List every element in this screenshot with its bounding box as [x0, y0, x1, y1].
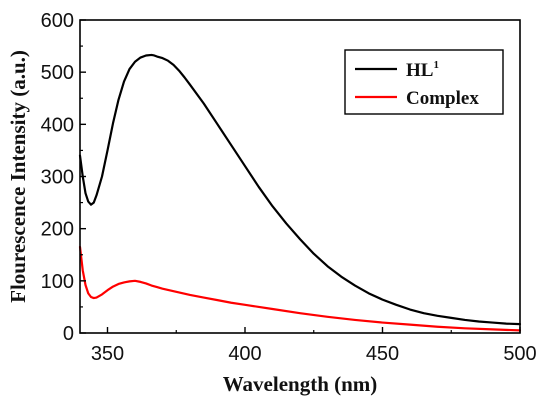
ticks-layer: 350 400 450 500 0 100 200 300 400 500 600 — [41, 10, 537, 365]
y-tick-label: 400 — [41, 114, 74, 136]
x-axis-title: Wavelength (nm) — [223, 372, 378, 396]
y-tick-label: 600 — [41, 10, 74, 32]
x-tick-label: 350 — [91, 343, 124, 365]
x-tick-label: 500 — [503, 343, 536, 365]
y-tick-label: 200 — [41, 219, 74, 241]
y-axis-title: Flourescence Intensity (a.u.) — [6, 50, 30, 303]
series-line-1 — [78, 245, 522, 332]
series-line-0 — [78, 53, 522, 326]
x-tick-label: 450 — [366, 343, 399, 365]
legend-label-1: Complex — [406, 88, 479, 109]
y-tick-label: 100 — [41, 271, 74, 293]
series-layer — [78, 53, 522, 332]
x-tick-label: 400 — [228, 343, 261, 365]
y-tick-label: 0 — [63, 323, 74, 345]
y-tick-label: 500 — [41, 62, 74, 84]
legend-label-0: HL1 — [406, 59, 439, 81]
legend-box — [344, 49, 504, 115]
legend: HL1 Complex — [344, 49, 504, 115]
legend-superscript: 1 — [433, 59, 439, 71]
y-tick-label: 300 — [41, 167, 74, 189]
